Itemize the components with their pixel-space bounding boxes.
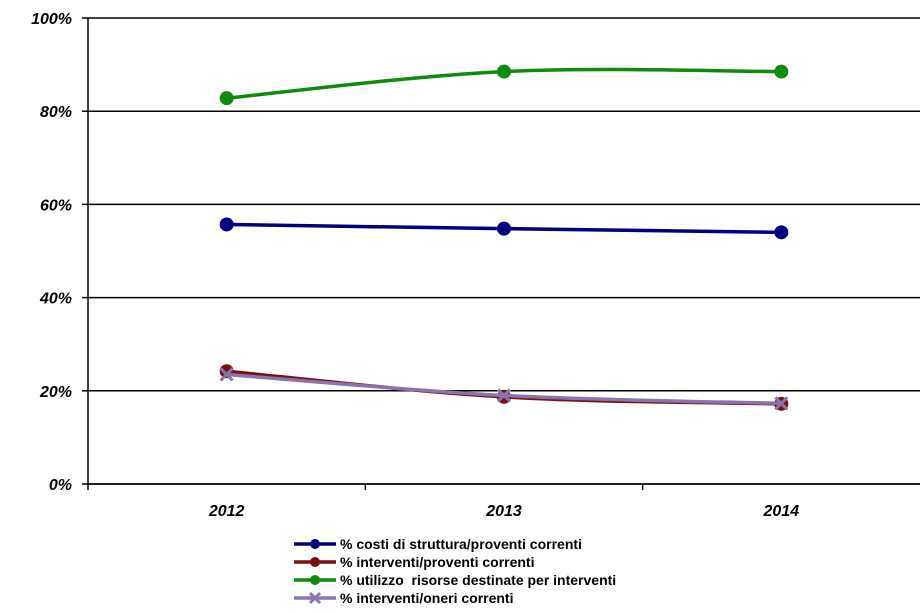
- data-point: [219, 367, 234, 382]
- x-tick-label: 2014: [763, 503, 800, 520]
- y-tick-label: 40%: [39, 291, 72, 308]
- y-tick-label: 0%: [49, 477, 72, 494]
- legend-label: % interventi/oneri correnti: [340, 590, 513, 606]
- legend-marker: [310, 557, 320, 567]
- data-point: [774, 64, 789, 79]
- legend-item: % interventi/oneri correnti: [294, 590, 513, 606]
- legend-marker: [310, 575, 320, 585]
- data-point: [774, 225, 789, 240]
- series-2: [219, 364, 789, 411]
- legend-label: % utilizzo risorse destinate per interve…: [340, 572, 616, 588]
- data-point: [496, 388, 512, 403]
- legend: % costi di struttura/proventi correnti % …: [294, 536, 616, 606]
- axes: [82, 17, 920, 490]
- y-tick-label: 100%: [31, 11, 72, 28]
- legend-marker: [310, 539, 320, 549]
- y-tick-label: 20%: [39, 384, 72, 401]
- series-group: [219, 64, 789, 411]
- gridlines: [88, 17, 920, 485]
- legend-label: % interventi/proventi correnti: [340, 554, 534, 570]
- y-tick-label: 60%: [40, 197, 72, 214]
- legend-item: % utilizzo risorse destinate per interve…: [294, 572, 616, 588]
- x-axis-labels: 2012 2013 2014: [208, 503, 799, 520]
- data-point: [497, 64, 511, 79]
- legend-item: % costi di struttura/proventi correnti: [294, 536, 582, 552]
- y-axis-labels: 0% 20% 40% 60% 80% 100%: [31, 11, 72, 494]
- series-3: [219, 64, 789, 106]
- x-tick-label: 2012: [208, 503, 245, 520]
- x-tick-label: 2013: [485, 503, 522, 520]
- data-point: [219, 91, 234, 106]
- legend-marker: [308, 591, 322, 605]
- series-1: [219, 217, 789, 240]
- data-point: [774, 396, 789, 411]
- legend-label: % costi di struttura/proventi correnti: [340, 536, 582, 552]
- y-tick-label: 80%: [40, 104, 72, 121]
- data-point: [219, 217, 234, 232]
- series-4: [219, 367, 789, 411]
- data-point: [497, 221, 511, 236]
- legend-item: % interventi/proventi correnti: [294, 554, 534, 570]
